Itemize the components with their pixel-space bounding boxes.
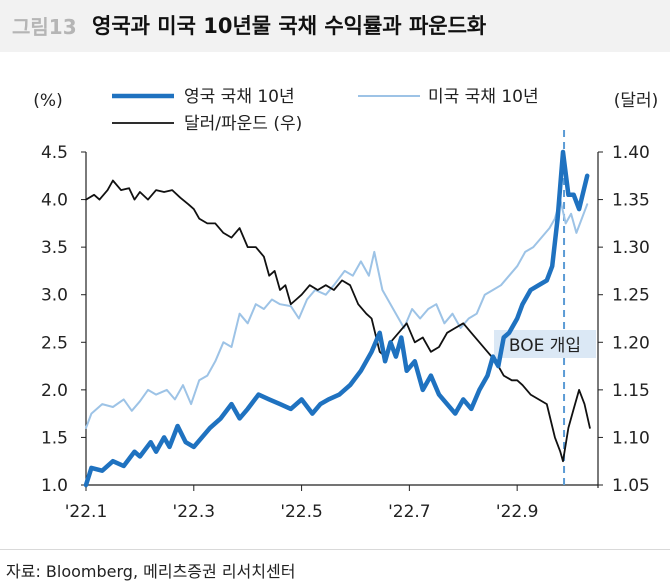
left-tick-label: 3.5 (41, 238, 68, 258)
chart-area: 1.0 1.5 2.0 2.5 3.0 3.5 4.0 4.5 1.05 1.10 1.15 1.20… (33, 87, 659, 522)
left-tick-label: 1.0 (41, 476, 68, 496)
right-tick-label: 1.40 (612, 143, 650, 163)
right-tick-label: 1.25 (612, 286, 650, 306)
left-axis-label: (%) (33, 91, 62, 111)
figure-header: 그림13 영국과 미국 10년물 국채 수익률과 파운드화 (0, 0, 670, 52)
right-tick-label: 1.15 (612, 381, 650, 401)
right-tick-label: 1.20 (612, 333, 650, 353)
left-tick-label: 2.5 (41, 333, 68, 353)
x-tick-label: '22.7 (388, 502, 431, 522)
footer-divider (0, 549, 670, 550)
boe-annotation-box (494, 330, 596, 358)
left-tick-label: 3.0 (41, 286, 68, 306)
legend-label-1: 미국 국채 10년 (428, 87, 539, 107)
figure-label: 그림13 (12, 15, 77, 39)
legend-label-0: 영국 국채 10년 (184, 87, 295, 107)
figure-title: 영국과 미국 10년물 국채 수익률과 파운드화 (92, 14, 487, 38)
right-axis-label: (달러) (614, 91, 659, 111)
right-tick-label: 1.30 (612, 238, 650, 258)
right-tick-label: 1.05 (612, 476, 650, 496)
right-tick-label: 1.35 (612, 191, 650, 211)
legend-label-2: 달러/파운드 (우) (184, 114, 302, 134)
x-tick-label: '22.3 (173, 502, 216, 522)
source-note: 자료: Bloomberg, 메리츠증권 리서치센터 (6, 562, 296, 581)
series-line-1 (85, 198, 589, 429)
series-line-2 (85, 179, 591, 463)
left-tick-label: 4.5 (41, 143, 68, 163)
x-tick-label: '22.5 (280, 502, 323, 522)
series-line-0 (83, 149, 590, 488)
left-tick-label: 1.5 (41, 428, 68, 448)
boe-annotation-label: BOE 개입 (509, 336, 581, 356)
x-tick-label: '22.1 (65, 502, 108, 522)
left-tick-label: 2.0 (41, 381, 68, 401)
left-tick-label: 4.0 (41, 191, 68, 211)
right-tick-label: 1.10 (612, 428, 650, 448)
x-tick-label: '22.9 (496, 502, 539, 522)
